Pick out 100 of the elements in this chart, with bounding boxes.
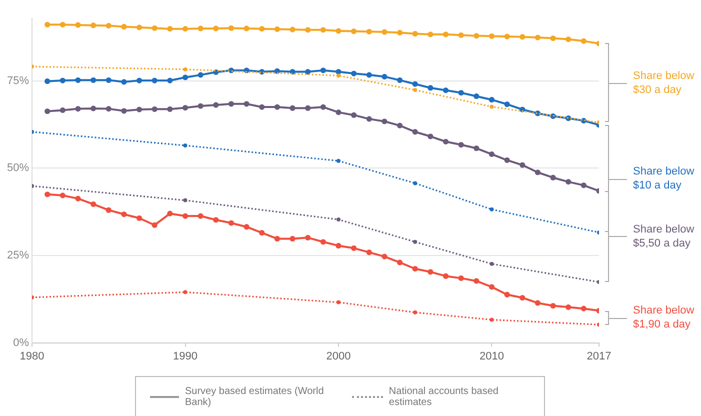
point [336,242,342,249]
x-tick-label: 1980 [20,350,44,362]
point [520,34,526,40]
point [259,26,265,32]
point [198,103,204,109]
point [228,25,234,31]
point [152,106,158,112]
text: Share below $5,50 a day [633,223,694,250]
point [490,318,494,322]
point [382,118,388,124]
point [136,24,142,30]
point [458,32,464,38]
point [520,294,526,301]
point [228,220,234,226]
point [351,28,357,34]
point [474,33,480,39]
point [336,218,340,222]
point [566,304,572,310]
point [413,88,418,92]
point [228,101,234,107]
point [504,34,510,40]
point [580,306,586,312]
point [336,68,342,75]
point [167,210,173,216]
point [90,106,96,112]
point [413,310,418,314]
point [412,30,418,37]
x-tick-label: 1990 [173,350,198,362]
point [336,109,342,116]
point [305,234,311,240]
point [396,260,403,266]
point [121,79,127,85]
point [490,207,494,212]
point [106,106,112,112]
point [75,22,81,28]
point [534,170,541,176]
point [336,28,342,34]
y-tick-label: 75% [6,74,30,87]
point [244,224,250,230]
point [428,32,434,38]
point [213,217,219,223]
point [320,27,326,33]
point [121,24,127,30]
point [366,116,372,122]
point [320,68,326,74]
point [382,74,388,80]
point [290,236,296,242]
point [396,30,403,36]
point [198,213,204,219]
point [213,102,219,108]
point [534,300,541,306]
point [351,245,357,251]
point [183,67,188,72]
point [413,240,418,244]
point [458,90,464,96]
point [474,145,480,152]
point [60,107,66,113]
point [274,68,280,74]
point [412,81,418,87]
point [550,174,556,180]
point [305,27,311,33]
point [213,26,219,32]
point [488,284,495,290]
point [106,207,112,213]
point [290,26,296,32]
point [488,33,495,39]
point [182,104,188,111]
point [44,108,50,114]
point [183,290,188,294]
point [550,35,556,42]
point [396,77,403,83]
point [382,29,388,35]
point [320,104,326,110]
point [351,70,357,76]
point [274,104,280,110]
point [566,178,572,185]
y-tick-label: 0% [13,336,30,349]
point [136,106,142,112]
point [504,101,510,108]
point [366,72,372,78]
x-tick-label: 2010 [479,350,504,362]
point [274,236,280,242]
point [60,192,66,198]
point [44,22,50,28]
point [428,134,434,140]
point [412,266,418,272]
point [366,250,372,256]
point [488,151,495,158]
point [75,77,81,83]
point [152,78,158,84]
text: Survey based estimates (World Bank) [185,386,325,408]
point [428,269,434,275]
point [106,22,112,28]
text: National accounts based estimates [388,386,500,408]
point [474,93,480,100]
point [336,300,340,304]
point [442,32,449,38]
point [290,68,296,75]
point [305,105,311,111]
point [75,106,81,112]
